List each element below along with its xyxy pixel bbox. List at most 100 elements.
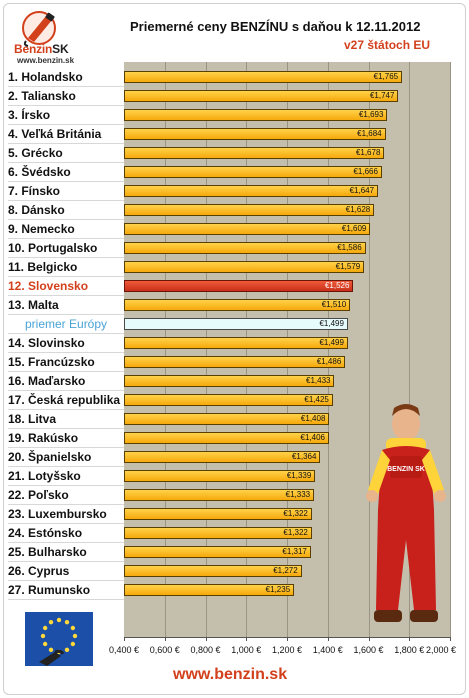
- row-divider: [8, 276, 124, 277]
- x-tick: [450, 637, 451, 641]
- category-label: 11. Belgicko: [8, 260, 78, 274]
- x-tick: [287, 637, 288, 641]
- data-label: €1,765: [373, 72, 399, 81]
- flag-star: [48, 619, 54, 625]
- category-label: 1. Holandsko: [8, 70, 83, 84]
- bar: [124, 546, 311, 558]
- row-divider: [8, 143, 124, 144]
- category-label: 27. Rumunsko: [8, 583, 91, 597]
- flag-star: [64, 619, 70, 625]
- gridline: [328, 62, 329, 637]
- row-divider: [8, 485, 124, 486]
- category-label: 17. Česká republika: [8, 393, 121, 407]
- bar: [124, 242, 366, 254]
- x-tick: [206, 637, 207, 641]
- flag-star: [56, 617, 62, 623]
- footer-url[interactable]: www.benzin.sk: [173, 666, 288, 683]
- data-label: €1,609: [341, 224, 367, 233]
- gridline: [369, 62, 370, 637]
- x-tick-label: 1,000 €: [231, 645, 262, 655]
- data-label: €1,678: [355, 148, 381, 157]
- data-label: €1,272: [273, 566, 298, 575]
- data-label: €1,486: [316, 357, 342, 366]
- data-label: €1,322: [283, 528, 308, 537]
- bar: [124, 489, 315, 501]
- x-tick: [246, 637, 247, 641]
- category-label: 9. Nemecko: [8, 222, 75, 236]
- data-label: €1,317: [282, 547, 307, 556]
- x-tick-label: 0,400 €: [108, 645, 140, 655]
- row-divider: [8, 257, 124, 258]
- data-label: €1,322: [283, 509, 308, 518]
- bar: [124, 375, 335, 387]
- category-label: 3. Írsko: [8, 108, 51, 122]
- mechanic-mascot-icon: BENZIN SK: [360, 398, 452, 636]
- row-divider: [8, 105, 124, 106]
- bar: [124, 204, 375, 216]
- row-divider: [8, 542, 124, 543]
- data-label: €1,499: [319, 319, 344, 328]
- row-divider: [8, 86, 124, 87]
- category-label: 6. Švédsko: [8, 165, 71, 179]
- category-label: 15. Francúzsko: [8, 355, 95, 369]
- gridline: [246, 62, 247, 637]
- row-divider: [8, 390, 124, 391]
- bar: [124, 147, 385, 159]
- category-label: 23. Luxembursko: [8, 507, 107, 521]
- category-label: 13. Malta: [8, 298, 59, 312]
- gridline: [206, 62, 207, 637]
- category-label: 7. Fínsko: [8, 184, 61, 198]
- x-tick: [124, 637, 125, 641]
- data-label: €1,684: [357, 129, 382, 138]
- gridline: [450, 62, 451, 637]
- row-divider: [8, 580, 124, 581]
- x-tick-label: 0,600 €: [149, 645, 180, 655]
- bar: [124, 299, 351, 311]
- category-label: 14. Slovinsko: [8, 336, 85, 350]
- row-divider: [8, 428, 124, 429]
- data-label: €1,433: [306, 376, 331, 385]
- row-divider: [8, 523, 124, 524]
- bar: [124, 261, 365, 273]
- bar: [124, 337, 348, 349]
- data-label: €1,235: [265, 585, 291, 594]
- bar: [124, 90, 399, 102]
- x-tick-label: 1,600 €: [353, 645, 384, 655]
- row-divider: [8, 162, 124, 163]
- data-label: €1,579: [335, 262, 361, 271]
- bar: [124, 527, 312, 539]
- chart-subtitle: v27 štátoch EU: [344, 38, 431, 52]
- row-divider: [8, 599, 124, 600]
- category-label: 19. Rakúsko: [8, 431, 79, 445]
- bar: [124, 584, 295, 596]
- gridline: [287, 62, 288, 637]
- logo-text: BenzinSK: [14, 42, 69, 56]
- bar: [124, 185, 379, 197]
- category-label: 2. Taliansko: [8, 89, 76, 103]
- gridline: [409, 62, 410, 637]
- category-label: 20. Španielsko: [8, 450, 92, 464]
- row-divider: [8, 124, 124, 125]
- flag-star: [64, 647, 70, 653]
- row-divider: [8, 333, 124, 334]
- bar: [124, 394, 333, 406]
- benzin-logo-icon: [6, 8, 76, 66]
- category-label: 10. Portugalsko: [8, 241, 98, 255]
- row-divider: [8, 200, 124, 201]
- bar: [124, 71, 403, 83]
- category-label: 12. Slovensko: [8, 279, 89, 293]
- data-label: €1,693: [358, 110, 384, 119]
- data-label: €1,339: [286, 471, 312, 480]
- flag-star: [42, 625, 48, 631]
- logo-url: www.benzin.sk: [17, 56, 75, 65]
- bar: [124, 223, 371, 235]
- x-tick: [165, 637, 166, 641]
- row-divider: [8, 238, 124, 239]
- row-divider: [8, 371, 124, 372]
- category-label: 25. Bulharsko: [8, 545, 87, 559]
- data-label: €1,586: [337, 243, 362, 252]
- category-label: 4. Veľká Británia: [8, 127, 102, 141]
- row-divider: [8, 181, 124, 182]
- bar: [124, 470, 316, 482]
- category-label: 16. Maďarsko: [8, 374, 86, 388]
